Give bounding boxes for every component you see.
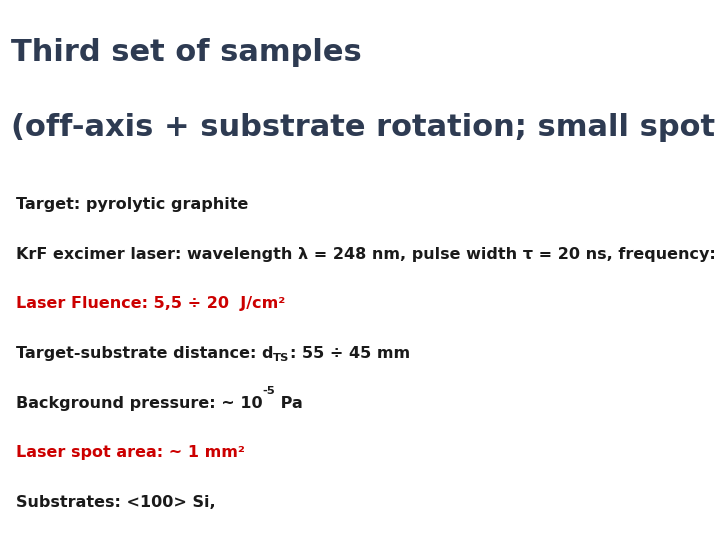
Text: (off-axis + substrate rotation; small spot area): (off-axis + substrate rotation; small sp… bbox=[11, 113, 720, 143]
Text: Substrates: <100> Si,: Substrates: <100> Si, bbox=[16, 495, 215, 510]
Text: -5: -5 bbox=[263, 386, 275, 396]
Text: KrF excimer laser: wavelength λ = 248 nm, pulse width τ = 20 ns, frequency: f=10: KrF excimer laser: wavelength λ = 248 nm… bbox=[16, 247, 720, 262]
Text: : 55 ÷ 45 mm: : 55 ÷ 45 mm bbox=[289, 346, 410, 361]
Text: TS: TS bbox=[274, 353, 289, 363]
Text: Target: pyrolytic graphite: Target: pyrolytic graphite bbox=[16, 197, 248, 212]
Text: Pa: Pa bbox=[275, 396, 303, 411]
Text: Laser spot area: ~ 1 mm²: Laser spot area: ~ 1 mm² bbox=[16, 446, 245, 461]
Text: Laser Fluence: 5,5 ÷ 20  J/cm²: Laser Fluence: 5,5 ÷ 20 J/cm² bbox=[16, 296, 285, 312]
Text: Target-substrate distance: d: Target-substrate distance: d bbox=[16, 346, 274, 361]
Text: Background pressure: ~ 10: Background pressure: ~ 10 bbox=[16, 396, 263, 411]
Text: Third set of samples: Third set of samples bbox=[11, 38, 361, 67]
